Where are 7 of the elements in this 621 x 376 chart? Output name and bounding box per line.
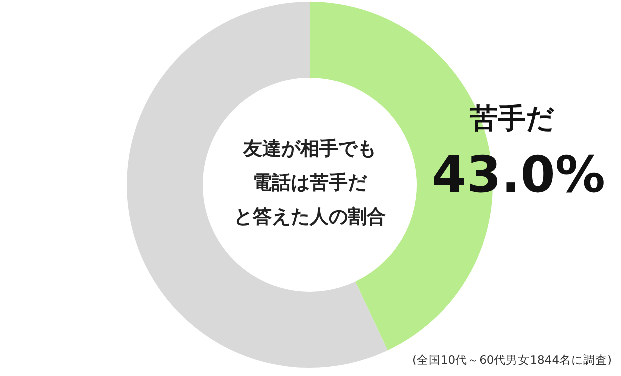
text: (全国10代～60代男女1844名に調査)	[412, 353, 612, 367]
donut-slice	[127, 2, 388, 368]
data-label: 43.0%	[432, 146, 606, 204]
text: と答えた人の割合	[234, 206, 386, 228]
text: 電話は苦手だ	[253, 172, 368, 194]
text: 友達が相手でも	[242, 138, 376, 160]
slice-label: 苦手だ	[469, 102, 555, 135]
